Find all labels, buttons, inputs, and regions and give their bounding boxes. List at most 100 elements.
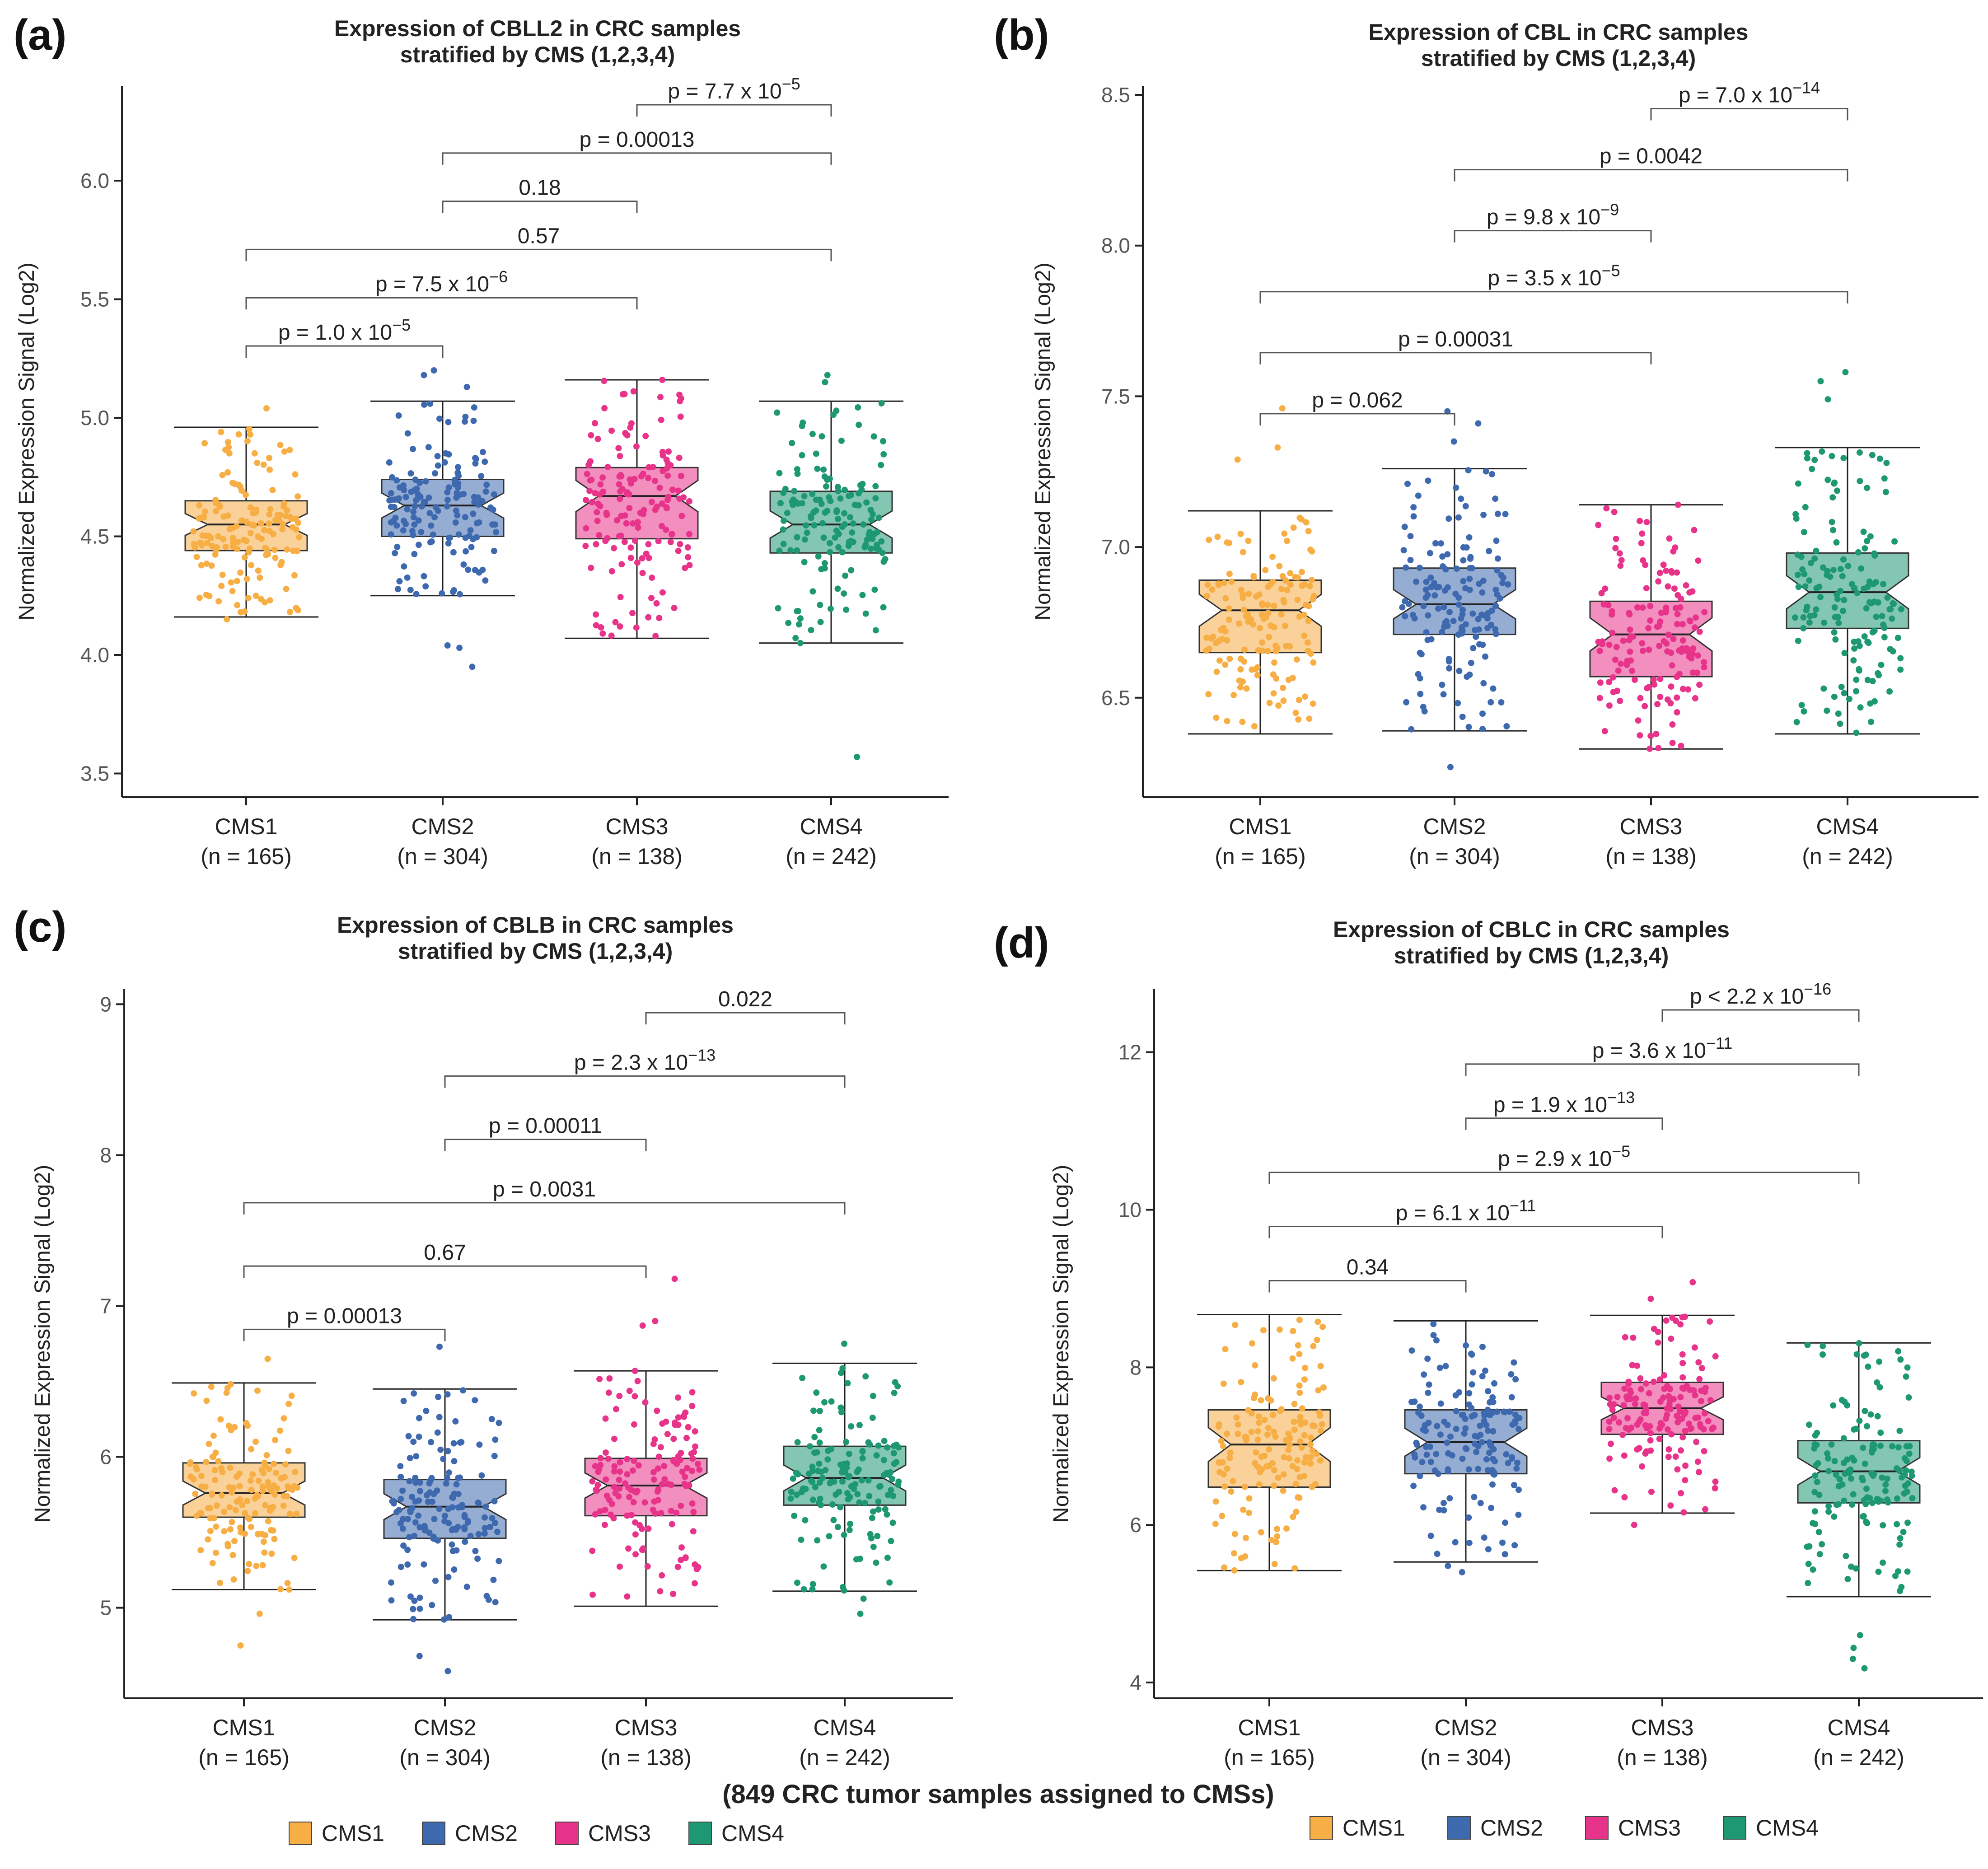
data-point xyxy=(1906,1443,1913,1449)
data-point xyxy=(1871,1446,1877,1452)
data-point xyxy=(463,548,469,555)
data-point xyxy=(594,518,601,524)
data-point xyxy=(208,562,215,569)
data-point xyxy=(816,1427,823,1434)
data-point xyxy=(1820,564,1826,571)
outlier-point xyxy=(436,1343,443,1350)
data-point xyxy=(1290,1328,1296,1335)
data-point xyxy=(1287,581,1294,588)
data-point xyxy=(1252,1362,1258,1369)
data-point xyxy=(415,517,422,524)
data-point xyxy=(284,546,290,553)
data-point xyxy=(1835,620,1842,626)
data-point xyxy=(1265,1395,1272,1402)
data-point xyxy=(1811,612,1818,619)
data-point xyxy=(1317,1363,1324,1369)
data-point xyxy=(223,1389,230,1396)
data-point xyxy=(246,426,253,432)
data-point xyxy=(1296,1389,1303,1396)
data-point xyxy=(194,1466,201,1473)
data-point xyxy=(1254,1436,1261,1443)
data-point xyxy=(1502,511,1509,518)
data-point xyxy=(809,1586,816,1593)
data-point xyxy=(225,439,231,445)
data-point xyxy=(215,533,222,540)
significance-bracket: p = 0.00013 xyxy=(442,128,832,165)
data-point xyxy=(1669,721,1676,728)
data-point xyxy=(593,622,599,629)
outlier-point xyxy=(1274,444,1281,451)
outlier-point xyxy=(617,623,623,630)
data-point xyxy=(586,488,593,495)
data-point xyxy=(1637,1375,1644,1382)
data-point xyxy=(1456,668,1463,674)
data-point xyxy=(1273,644,1280,650)
data-point xyxy=(1231,1550,1237,1557)
data-point xyxy=(799,452,805,458)
data-point xyxy=(650,464,656,471)
data-point xyxy=(215,1458,222,1465)
data-point xyxy=(1216,1469,1223,1476)
data-point xyxy=(1880,1559,1886,1566)
data-point xyxy=(1303,519,1310,526)
data-point xyxy=(1621,1452,1628,1459)
data-point xyxy=(444,503,450,509)
data-point xyxy=(1834,614,1841,621)
data-point xyxy=(192,1491,199,1497)
data-point xyxy=(827,549,833,556)
data-point xyxy=(597,481,604,488)
data-point xyxy=(1656,1435,1663,1442)
data-point xyxy=(1251,723,1258,729)
data-point xyxy=(868,534,875,541)
data-point xyxy=(254,1493,261,1500)
data-point xyxy=(1804,603,1810,610)
data-point xyxy=(642,1399,649,1406)
data-point xyxy=(1465,467,1472,474)
data-point xyxy=(1878,662,1885,668)
data-point xyxy=(1885,1499,1891,1506)
data-point xyxy=(1293,1509,1300,1515)
data-point xyxy=(413,591,420,598)
data-point xyxy=(1241,646,1248,653)
data-point xyxy=(882,1506,889,1513)
data-point xyxy=(1224,718,1230,724)
data-point xyxy=(1814,1430,1820,1436)
data-point xyxy=(491,1453,498,1459)
data-point xyxy=(1416,565,1423,571)
data-point xyxy=(229,534,236,541)
data-point xyxy=(1811,1508,1818,1515)
p-value-label: p = 3.5 x 10−5 xyxy=(1487,262,1620,290)
data-point xyxy=(608,568,615,575)
outlier-point xyxy=(1239,719,1246,725)
data-point xyxy=(1436,1506,1443,1513)
data-point xyxy=(252,1510,258,1517)
data-point xyxy=(1407,533,1414,539)
p-value-label: p = 0.00013 xyxy=(580,128,695,152)
data-point xyxy=(1701,664,1707,671)
data-point xyxy=(247,504,254,511)
data-point xyxy=(1647,603,1654,609)
data-point xyxy=(1666,535,1673,542)
data-point xyxy=(1492,603,1499,609)
data-point xyxy=(1503,1451,1510,1458)
data-point xyxy=(1515,1425,1522,1432)
data-point xyxy=(1632,1395,1639,1402)
data-point xyxy=(816,1499,823,1506)
data-point xyxy=(1909,1495,1916,1502)
data-point xyxy=(1828,1441,1835,1448)
data-point xyxy=(449,1541,455,1548)
data-point xyxy=(1647,1437,1654,1444)
data-point xyxy=(1299,1405,1305,1412)
data-point xyxy=(277,1586,284,1593)
data-point xyxy=(632,1531,639,1538)
data-point xyxy=(1214,533,1221,540)
data-point xyxy=(1692,624,1698,631)
significance-bracket: p = 7.5 x 10−6 xyxy=(245,267,638,310)
data-point xyxy=(678,513,685,519)
data-point xyxy=(678,473,684,480)
data-point xyxy=(1512,1411,1519,1418)
data-point xyxy=(1669,662,1675,669)
data-point xyxy=(1296,1351,1303,1358)
data-point xyxy=(659,589,666,596)
data-point xyxy=(428,1439,435,1445)
